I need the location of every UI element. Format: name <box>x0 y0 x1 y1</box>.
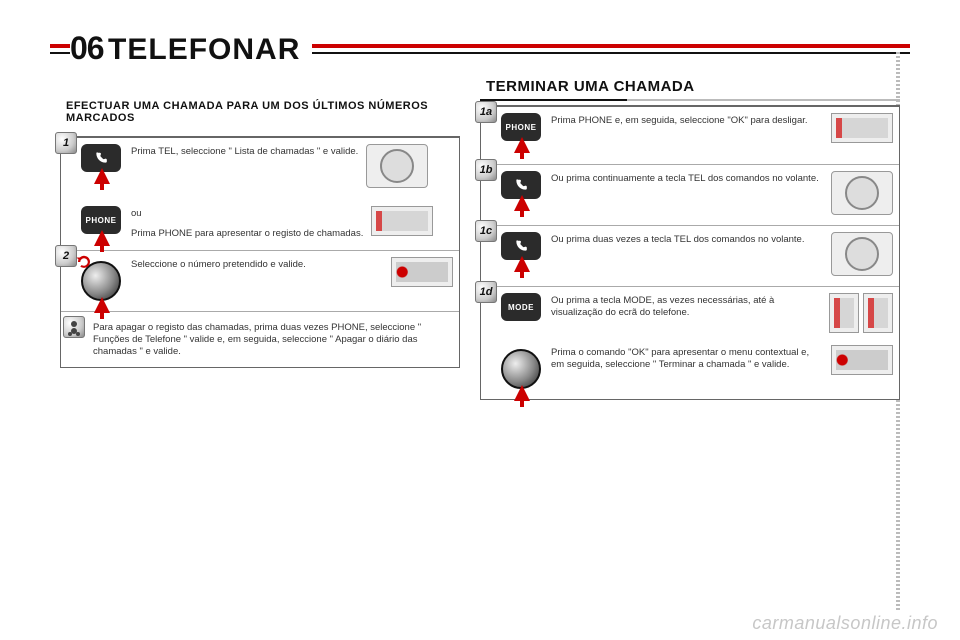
step-1b-text: Ou prima continuamente a tecla TEL dos c… <box>551 171 823 185</box>
tel-key-icon <box>501 171 543 199</box>
step-badge: 1a <box>475 101 497 123</box>
pointer-arrow-icon <box>514 195 530 211</box>
step-1b-row: PHONE ou Prima PHONE para apresentar o r… <box>67 206 433 240</box>
right-heading-bar: TERMINAR UMA CHAMADA <box>480 78 900 99</box>
step-2-text: Seleccione o número pretendido e valide. <box>131 257 383 271</box>
center-console-thumb <box>391 257 453 287</box>
step-1a-text: Prima TEL, seleccione " Lista de chamada… <box>131 144 358 158</box>
pointer-arrow-icon <box>94 168 110 184</box>
chapter-number: 06 <box>70 30 104 66</box>
chapter-title: TELEFONAR <box>108 33 300 66</box>
right-heading: TERMINAR UMA CHAMADA <box>480 78 900 99</box>
step-1d: 1d MODE Ou prima a tecla MODE, as vezes … <box>481 287 899 399</box>
tel-key-icon <box>81 144 123 172</box>
mode-key-icon: MODE <box>501 293 543 321</box>
ou-label: ou <box>131 206 363 220</box>
steering-wheel-thumb <box>831 171 893 215</box>
thumb-pair <box>829 293 893 333</box>
step-2: 2 Seleccione o número pretendido e valid… <box>61 251 459 312</box>
pointer-arrow-icon <box>514 256 530 272</box>
dashboard-thumb <box>831 113 893 143</box>
page: 06 TELEFONAR EFECTUAR UMA CHAMADA PARA U… <box>50 20 910 620</box>
rotary-knob-icon <box>501 345 543 389</box>
step-2-row: Seleccione o número pretendido e valide. <box>67 257 453 301</box>
left-column: EFECTUAR UMA CHAMADA PARA UM DOS ÚLTIMOS… <box>60 100 460 368</box>
pointer-arrow-icon <box>94 230 110 246</box>
phone-key-icon: PHONE <box>81 206 123 234</box>
step-1b: 1b Ou prima continuamente a tecla TEL do… <box>481 165 899 226</box>
step-1: 1 Prima TEL, seleccione " Lista de chama… <box>61 138 459 251</box>
step-1c: 1c Ou prima duas vezes a tecla TEL dos c… <box>481 226 899 287</box>
center-console-thumb <box>831 345 893 375</box>
step-1d-row1: MODE Ou prima a tecla MODE, as vezes nec… <box>487 293 893 333</box>
right-column: TERMINAR UMA CHAMADA 1a PHONE Prima PHON… <box>480 78 900 400</box>
watermark: carmanualsonline.info <box>752 613 938 634</box>
tip-row: Para apagar o registo das chamadas, prim… <box>61 312 459 368</box>
steering-wheel-thumb <box>366 144 428 188</box>
phone-key-icon: PHONE <box>501 113 543 141</box>
step-badge: 1d <box>475 281 497 303</box>
tel-key-icon <box>501 232 543 260</box>
step-1d-row2: Prima o comando "OK" para apresentar o m… <box>487 345 893 389</box>
step-badge: 1b <box>475 159 497 181</box>
dashboard-thumb <box>863 293 893 333</box>
pointer-arrow-icon <box>514 137 530 153</box>
tip-text: Para apagar o registo das chamadas, prim… <box>93 320 451 358</box>
left-panel: 1 Prima TEL, seleccione " Lista de chama… <box>60 136 460 368</box>
step-1a: 1a PHONE Prima PHONE e, em seguida, sele… <box>481 107 899 165</box>
step-1d2-text: Prima o comando "OK" para apresentar o m… <box>551 345 823 371</box>
step-1a-row: Prima TEL, seleccione " Lista de chamada… <box>67 144 428 188</box>
dashboard-thumb <box>371 206 433 236</box>
lightbulb-icon <box>63 316 85 338</box>
step-badge: 1c <box>475 220 497 242</box>
right-panel: 1a PHONE Prima PHONE e, em seguida, sele… <box>480 105 900 400</box>
pointer-arrow-icon <box>94 297 110 313</box>
step-badge: 2 <box>55 245 77 267</box>
rotary-knob-icon <box>81 257 123 301</box>
steering-wheel-thumb <box>831 232 893 276</box>
step-1d-text: Ou prima a tecla MODE, as vezes necessár… <box>551 293 821 319</box>
step-badge: 1 <box>55 132 77 154</box>
pointer-arrow-icon <box>514 385 530 401</box>
chapter-header: 06 TELEFONAR <box>70 30 312 67</box>
mode-key-label: MODE <box>501 293 541 321</box>
dashboard-thumb <box>829 293 859 333</box>
step-1c-text: Ou prima duas vezes a tecla TEL dos coma… <box>551 232 823 246</box>
left-heading: EFECTUAR UMA CHAMADA PARA UM DOS ÚLTIMOS… <box>60 100 460 130</box>
step-1b-text: Prima PHONE para apresentar o registo de… <box>131 226 363 240</box>
step-1a-text: Prima PHONE e, em seguida, seleccione "O… <box>551 113 823 127</box>
